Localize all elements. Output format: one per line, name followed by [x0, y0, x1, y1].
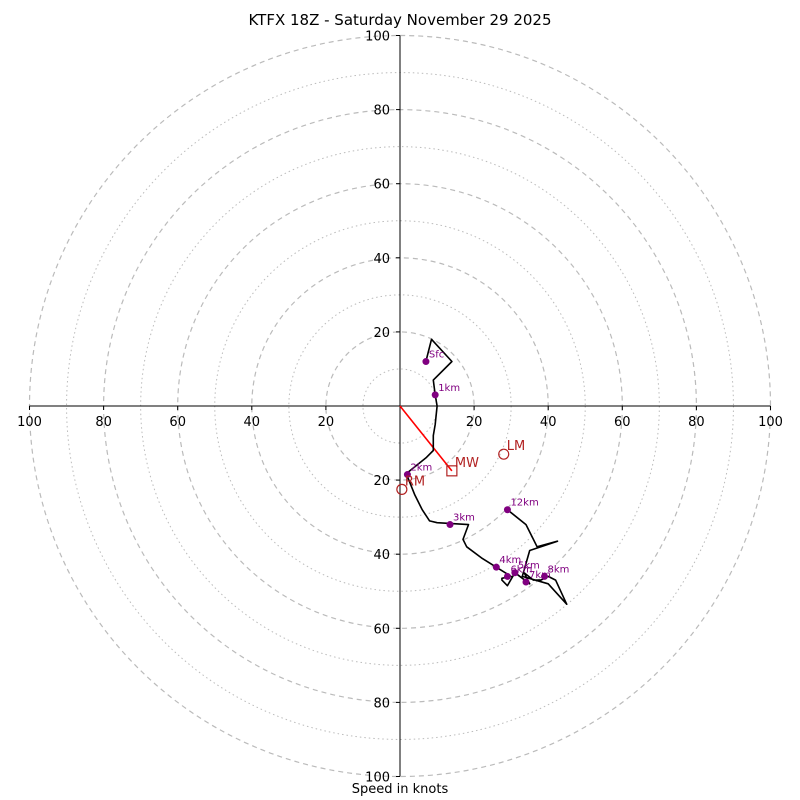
x-tick-label: 20 [466, 415, 483, 430]
storm-motion-circle [498, 448, 510, 460]
mean-wind-vector [399, 405, 453, 472]
storm-motion-label: LM [507, 439, 525, 454]
height-marker-dot [540, 572, 548, 580]
storm-motion-square [446, 465, 458, 477]
x-tick-label: 60 [614, 415, 631, 430]
height-marker-dot [446, 521, 454, 529]
height-marker-label: 3km [453, 513, 475, 524]
x-tick-label: 80 [95, 415, 112, 430]
height-marker-dot [403, 471, 411, 479]
y-tick-label: 20 [373, 326, 390, 341]
height-marker-dot [422, 358, 430, 366]
height-marker-dot [503, 506, 511, 514]
y-tick-label: 80 [373, 104, 390, 119]
x-tick-label: 40 [244, 415, 261, 430]
y-tick-label: 60 [373, 178, 390, 193]
height-marker-dot [511, 569, 519, 577]
height-marker-label: 1km [438, 383, 460, 394]
y-tick-label: 100 [365, 771, 390, 786]
x-tick-label: 80 [688, 415, 705, 430]
height-marker-label: 7km [529, 570, 551, 581]
y-tick-label: 40 [373, 548, 390, 563]
x-tick-label: 100 [758, 415, 783, 430]
x-axis-label: Speed in knots [351, 782, 449, 797]
y-tick-label: 80 [373, 696, 390, 711]
storm-motion-label: RM [405, 474, 425, 489]
y-tick-label: 20 [373, 474, 390, 489]
storm-motion-label: MW [455, 456, 479, 471]
x-tick-label: 20 [318, 415, 335, 430]
height-marker-label: Sfc [429, 350, 444, 361]
height-marker-dot [503, 572, 511, 580]
y-tick-label: 40 [373, 252, 390, 267]
x-tick-label: 100 [17, 415, 42, 430]
height-marker-label: 8km [547, 564, 569, 575]
tick-labels: 100 80 60 40 20 20 40 60 80 100 100 80 60 40 20 20 40 60 8… [17, 30, 783, 786]
height-marker-label: 12km [510, 498, 538, 509]
height-marker-label: 4km [499, 555, 521, 566]
mean-wind-line [399, 405, 453, 472]
height-marker-dot [522, 578, 530, 586]
height-marker-label: 6km [510, 564, 532, 575]
y-tick-label: 100 [365, 30, 390, 45]
height-marker-label: 2km [410, 463, 432, 474]
storm-motion-markers: LM MW RM [396, 439, 525, 495]
storm-motion-circle [396, 483, 408, 495]
x-tick-label: 40 [540, 415, 557, 430]
height-marker-dot [431, 391, 439, 399]
y-tick-label: 60 [373, 622, 390, 637]
height-marker-dot [492, 563, 500, 571]
chart-title: KTFX 18Z - Saturday November 29 2025 [248, 11, 552, 29]
x-tick-label: 60 [169, 415, 186, 430]
height-marker-label: 5km [518, 561, 540, 572]
